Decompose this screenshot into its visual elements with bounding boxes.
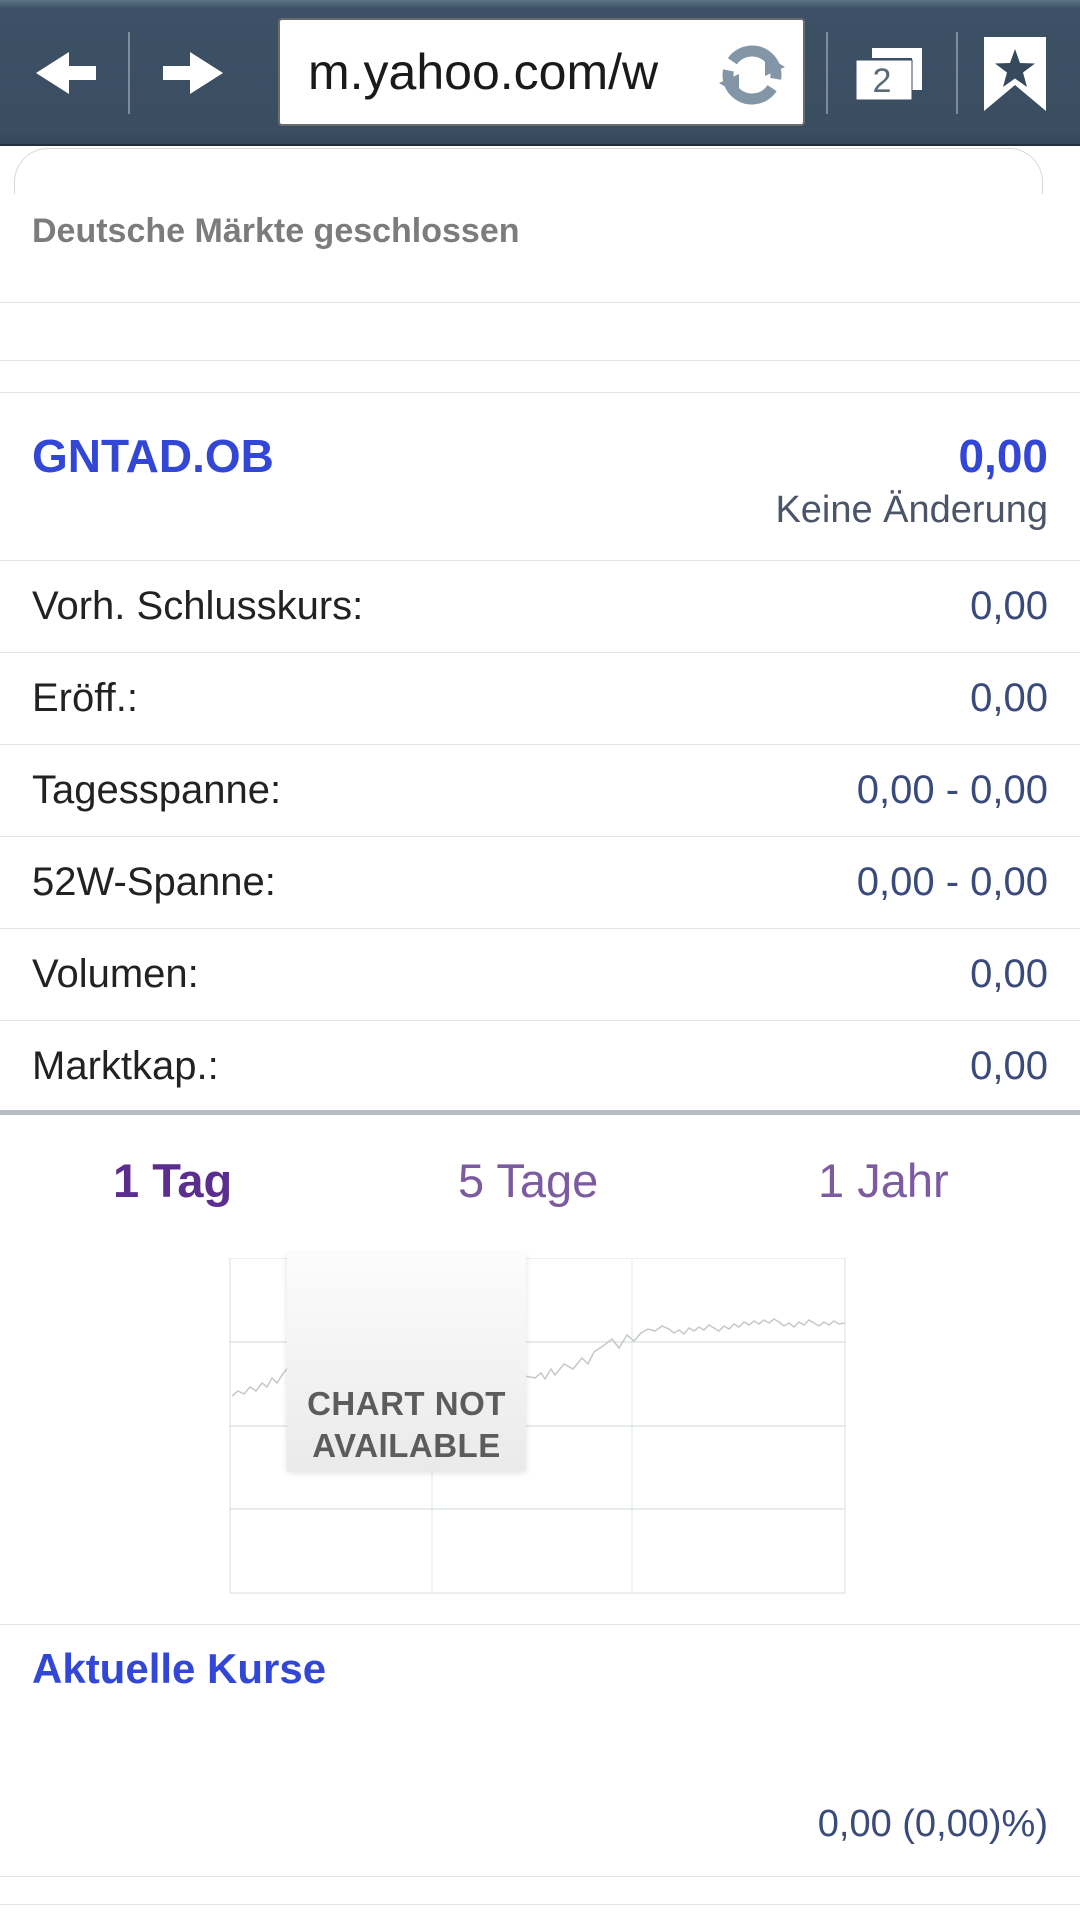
svg-text:2: 2 <box>873 62 892 100</box>
